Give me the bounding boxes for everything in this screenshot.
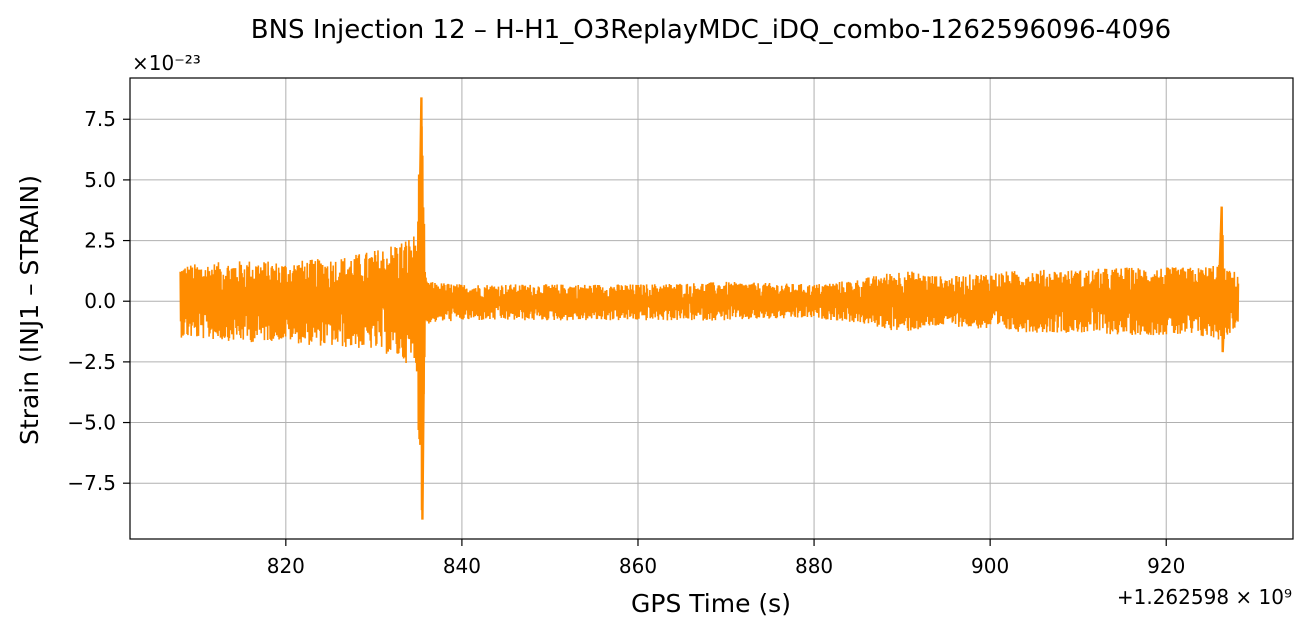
y-axis-label: Strain (INJ1 – STRAIN) <box>15 175 44 445</box>
y-tick-label: 7.5 <box>84 107 116 131</box>
series-line <box>179 105 1240 511</box>
y-scale-label: ×10⁻²³ <box>132 51 201 75</box>
series-layer <box>179 97 1240 520</box>
x-offset-label: +1.262598 × 10⁹ <box>1117 585 1292 609</box>
spike-mark <box>1217 206 1226 353</box>
x-axis-label: GPS Time (s) <box>631 589 791 618</box>
x-tick-label: 860 <box>619 554 657 578</box>
y-tick-label: 5.0 <box>84 168 116 192</box>
y-tick-label: 2.5 <box>84 229 116 253</box>
axis-ticks: 820 840 860 880 900 920 −7.5 −5.0 −2.5 0.0 2.5 5.0 7… <box>67 107 1185 578</box>
x-tick-label: 880 <box>795 554 833 578</box>
x-tick-label: 840 <box>443 554 481 578</box>
x-tick-label: 920 <box>1147 554 1185 578</box>
chart-title: BNS Injection 12 – H-H1_O3ReplayMDC_iDQ_… <box>251 15 1171 45</box>
y-tick-label: −2.5 <box>67 350 116 374</box>
y-tick-label: 0.0 <box>84 289 116 313</box>
spike-mark <box>417 97 426 520</box>
y-tick-label: −7.5 <box>67 471 116 495</box>
x-tick-label: 900 <box>971 554 1009 578</box>
plot-frame <box>129 77 1294 540</box>
y-tick-label: −5.0 <box>67 411 116 435</box>
x-tick-label: 820 <box>267 554 305 578</box>
